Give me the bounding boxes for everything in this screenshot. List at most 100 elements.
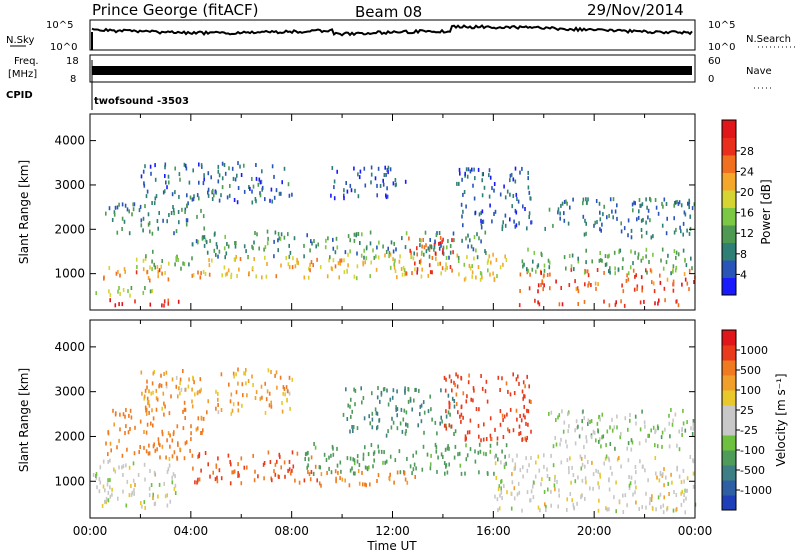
scatter-cell — [153, 262, 155, 267]
scatter-cell — [260, 384, 263, 389]
scatter-cell — [345, 181, 347, 185]
scatter-cell — [492, 252, 494, 257]
scatter-cell — [171, 192, 174, 197]
scatter-cell — [572, 197, 574, 202]
colorbar-tick-label: -25 — [740, 424, 758, 437]
y-tick-label: 4000 — [54, 340, 85, 354]
scatter-cell — [416, 246, 418, 251]
scatter-cell — [169, 444, 171, 449]
scatter-cell — [522, 413, 525, 418]
scatter-cell — [361, 400, 363, 405]
scatter-cell — [274, 472, 277, 477]
station-title: Prince George (fitACF) — [92, 1, 258, 19]
scatter-cell — [389, 454, 392, 459]
scatter-cell — [383, 387, 386, 391]
scatter-cell — [557, 415, 559, 420]
scatter-cell — [461, 214, 463, 219]
scatter-cell — [634, 274, 636, 279]
scatter-cell — [601, 435, 603, 440]
scatter-cell — [582, 214, 585, 219]
scatter-cell — [684, 510, 686, 515]
scatter-cell — [392, 388, 395, 393]
scatter-cell — [125, 424, 127, 429]
scatter-cell — [253, 478, 256, 483]
scatter-cell — [501, 376, 503, 381]
scatter-cell — [165, 381, 168, 386]
scatter-cell — [202, 181, 205, 186]
scatter-cell — [215, 252, 217, 257]
scatter-cell — [303, 243, 305, 248]
scatter-cell — [570, 264, 573, 269]
scatter-cell — [374, 176, 377, 181]
scatter-cell — [202, 214, 205, 219]
scatter-cell — [598, 498, 600, 503]
scatter-cell — [537, 289, 539, 294]
scatter-cell — [624, 416, 627, 421]
scatter-cell — [480, 272, 483, 277]
scatter-cell — [365, 246, 368, 251]
scatter-cell — [480, 374, 482, 378]
scatter-cell — [385, 459, 388, 464]
scatter-cell — [291, 192, 293, 197]
scatter-cell — [209, 238, 211, 243]
scatter-cell — [303, 254, 305, 259]
scatter-cell — [584, 464, 586, 469]
scatter-cell — [270, 370, 272, 374]
scatter-cell — [565, 439, 567, 444]
scatter-cell — [425, 243, 427, 248]
scatter-cell — [319, 265, 322, 270]
scatter-cell — [161, 303, 163, 308]
scatter-cell — [689, 214, 691, 219]
scatter-cell — [388, 250, 391, 255]
scatter-cell — [243, 189, 246, 194]
scatter-cell — [683, 272, 686, 277]
scatter-cell — [543, 273, 545, 278]
scatter-cell — [495, 453, 497, 458]
scatter-cell — [430, 245, 433, 250]
scatter-cell — [394, 178, 397, 182]
scatter-cell — [462, 223, 464, 228]
scatter-cell — [173, 486, 176, 491]
scatter-cell — [349, 468, 352, 473]
scatter-cell — [445, 464, 447, 469]
scatter-cell — [637, 215, 640, 220]
scatter-cell — [584, 218, 586, 223]
scatter-cell — [226, 242, 228, 246]
scatter-cell — [317, 242, 319, 247]
scatter-cell — [519, 289, 521, 293]
scatter-cell — [166, 185, 168, 190]
scatter-cell — [501, 413, 504, 418]
scatter-cell — [493, 212, 495, 216]
scatter-cell — [401, 236, 403, 241]
scatter-cell — [531, 267, 534, 272]
scatter-cell — [436, 469, 438, 474]
scatter-cell — [357, 172, 359, 177]
scatter-cell — [457, 259, 460, 263]
scatter-cell — [314, 464, 317, 469]
scatter-cell — [274, 462, 277, 467]
scatter-cell — [653, 289, 656, 294]
scatter-cell — [151, 408, 153, 413]
scatter-cell — [375, 267, 378, 272]
scatter-cell — [464, 434, 467, 439]
scatter-cell — [421, 244, 423, 249]
scatter-cell — [172, 208, 175, 213]
scatter-cell — [530, 429, 532, 434]
scatter-cell — [541, 477, 543, 482]
scatter-cell — [569, 456, 571, 461]
scatter-cell — [113, 467, 115, 472]
scatter-cell — [154, 448, 157, 453]
scatter-cell — [208, 263, 211, 268]
scatter-cell — [369, 274, 371, 279]
scatter-cell — [127, 289, 129, 294]
scatter-cell — [328, 258, 330, 263]
scatter-cell — [141, 391, 143, 396]
scatter-cell — [681, 282, 683, 287]
scatter-cell — [518, 431, 520, 436]
scatter-cell — [167, 277, 170, 282]
scatter-cell — [108, 266, 111, 270]
scatter-cell — [672, 279, 675, 284]
scatter-cell — [411, 407, 413, 412]
scatter-cell — [500, 479, 502, 484]
scatter-cell — [675, 493, 678, 497]
